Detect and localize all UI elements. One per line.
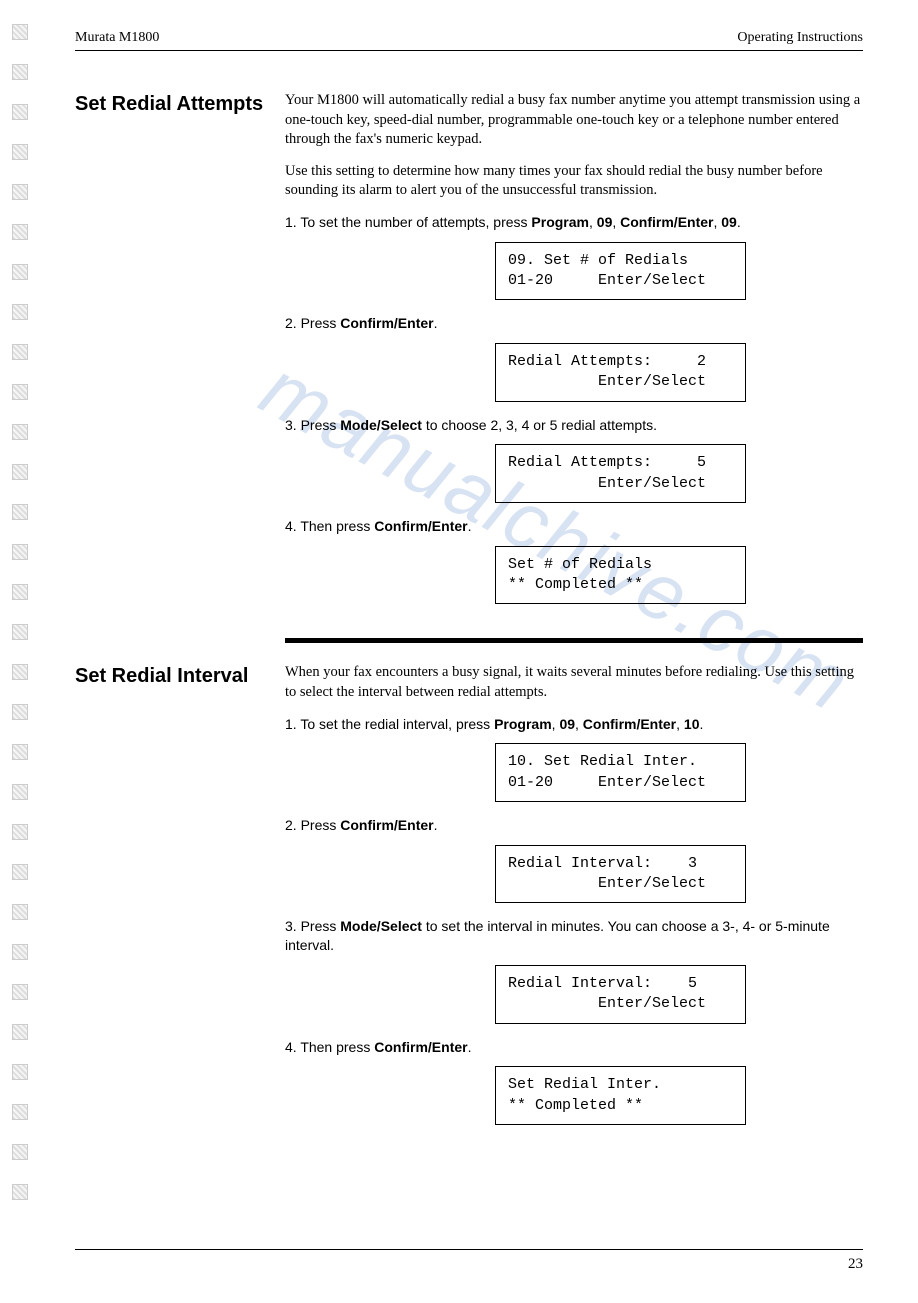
step-4: 4. Then press Confirm/Enter. [285,517,863,536]
section-title: Set Redial Attempts [75,91,285,618]
section-redial-interval: Set Redial Interval When your fax encoun… [75,663,863,1139]
page-number: 23 [75,1256,863,1273]
lcd-display: Redial Interval: 3 Enter/Select [495,845,746,904]
step-1: 1. To set the number of attempts, press … [285,213,863,232]
intro-paragraph: Your M1800 will automatically redial a b… [285,91,863,150]
header-right: Operating Instructions [737,30,863,46]
lcd-display: Set Redial Inter. ** Completed ** [495,1066,746,1125]
footer-rule [75,1249,863,1250]
step-1: 1. To set the redial interval, press Pro… [285,715,863,734]
step-3: 3. Press Mode/Select to choose 2, 3, 4 o… [285,416,863,435]
section-divider [285,638,863,643]
step-3: 3. Press Mode/Select to set the interval… [285,917,863,955]
lcd-display: Redial Interval: 5 Enter/Select [495,965,746,1024]
header-left: Murata M1800 [75,30,159,46]
intro-paragraph: Use this setting to determine how many t… [285,162,863,201]
section-content: Your M1800 will automatically redial a b… [285,91,863,618]
section-title: Set Redial Interval [75,663,285,1139]
section-redial-attempts: Set Redial Attempts Your M1800 will auto… [75,91,863,618]
page-header: Murata M1800 Operating Instructions [75,30,863,51]
step-2: 2. Press Confirm/Enter. [285,816,863,835]
lcd-display: Set # of Redials ** Completed ** [495,546,746,605]
lcd-display: Redial Attempts: 5 Enter/Select [495,444,746,503]
step-2: 2. Press Confirm/Enter. [285,314,863,333]
section-content: When your fax encounters a busy signal, … [285,663,863,1139]
lcd-display: 10. Set Redial Inter. 01-20 Enter/Select [495,743,746,802]
step-4: 4. Then press Confirm/Enter. [285,1038,863,1057]
lcd-display: Redial Attempts: 2 Enter/Select [495,343,746,402]
intro-paragraph: When your fax encounters a busy signal, … [285,663,863,702]
lcd-display: 09. Set # of Redials 01-20 Enter/Select [495,242,746,301]
